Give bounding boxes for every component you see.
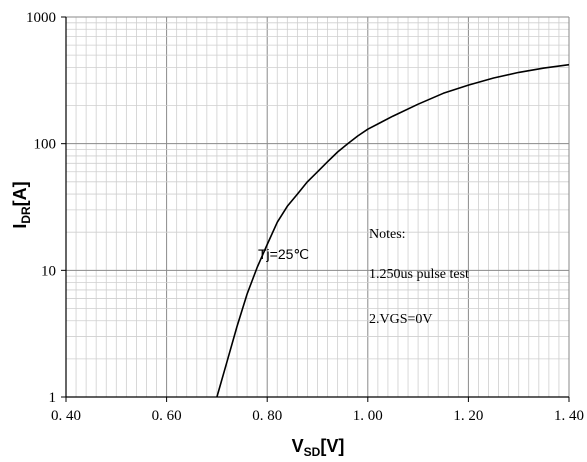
x-tick-label: 0. 80	[252, 408, 282, 424]
x-tick-label: 1. 00	[353, 408, 383, 424]
series-line	[216, 63, 570, 398]
y-tick-label: 1	[49, 390, 57, 406]
grid	[66, 17, 569, 397]
tj-annotation: Tj=25℃	[258, 246, 309, 262]
y-tick-label: 100	[34, 137, 57, 153]
note-2: 2.VGS=0V	[369, 312, 433, 327]
y-axis-title: IDR[A]	[10, 181, 33, 228]
y-tick-label: 10	[41, 263, 56, 279]
x-tick-label: 0. 60	[152, 408, 182, 424]
note-1: 1.250us pulse test	[369, 267, 469, 282]
x-tick-label: 1. 20	[453, 408, 483, 424]
x-axis-title: VSD[V]	[292, 436, 345, 459]
tick-labels: 1 10 100 1000 0. 40 0. 60 0. 80 1. 00 1. 20 1. 40	[26, 10, 584, 424]
series	[216, 63, 570, 398]
x-tick-label: 1. 40	[554, 408, 584, 424]
x-tick-label: 0. 40	[51, 408, 81, 424]
y-tick-label: 1000	[26, 10, 56, 26]
axes	[61, 16, 570, 402]
notes-title: Notes:	[369, 227, 406, 242]
